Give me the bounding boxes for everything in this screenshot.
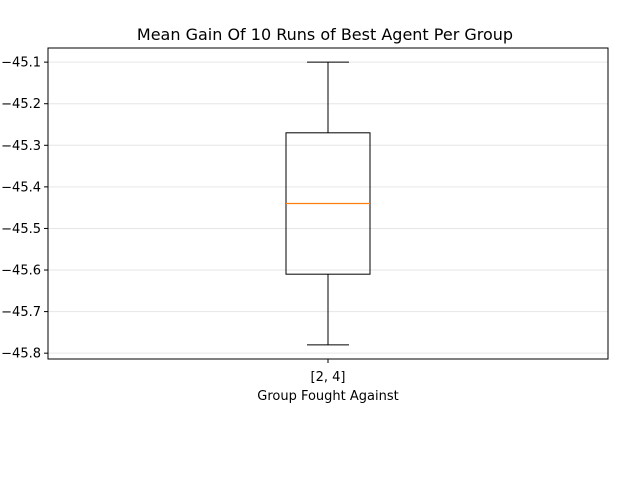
y-tick-label: −45.1	[1, 56, 41, 71]
y-tick-label: −45.6	[1, 264, 41, 279]
box-elements	[285, 61, 371, 346]
y-tick-label: −45.5	[1, 222, 41, 237]
x-tick-label: [2, 4]	[311, 370, 346, 385]
y-tick-label: −45.7	[1, 305, 41, 320]
x-axis-ticks: [2, 4]	[311, 359, 346, 385]
grid-lines	[48, 61, 608, 354]
y-tick-label: −45.4	[1, 180, 41, 195]
y-tick-label: −45.2	[1, 97, 41, 112]
y-tick-label: −45.8	[1, 347, 41, 362]
y-axis-ticks: −45.1 −45.2 −45.3 −45.4 −45.5 −45.6 −45.7 −45.8	[1, 56, 48, 362]
y-tick-label: −45.3	[1, 139, 41, 154]
chart-title: Mean Gain Of 10 Runs of Best Agent Per G…	[137, 25, 513, 44]
x-axis-label: Group Fought Against	[257, 389, 398, 404]
